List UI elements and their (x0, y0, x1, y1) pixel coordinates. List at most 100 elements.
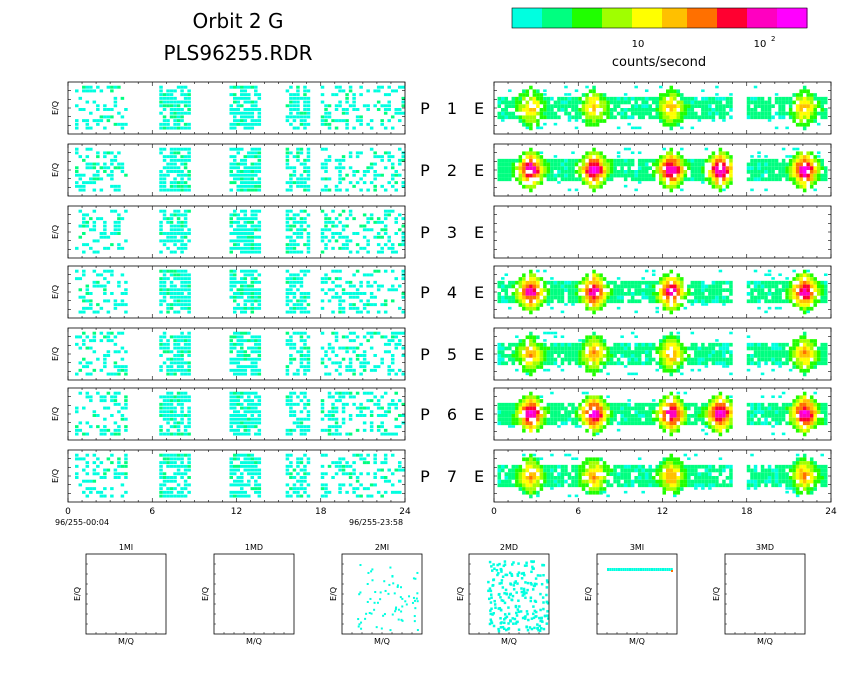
p-heat-cell (250, 421, 255, 425)
p-heat-cell (306, 417, 311, 421)
e-heat-cell (637, 280, 642, 285)
row-label-number: 2 (447, 161, 457, 180)
p-heat-cell (303, 346, 307, 350)
p-heat-cell (173, 147, 177, 151)
p-heat-cell (345, 188, 349, 192)
p-heat-cell (229, 155, 233, 159)
p-heat-cell (299, 468, 304, 472)
p-heat-cell (113, 402, 118, 406)
p-heat-cell (331, 220, 335, 224)
e-heat-cell (690, 162, 695, 167)
p-heat-cell (341, 224, 346, 228)
p-heat-cell (99, 432, 104, 436)
p-heat-cell (362, 224, 367, 228)
p-heat-cell (303, 417, 307, 421)
e-heat-cell (820, 104, 824, 108)
p-heat-cell (159, 494, 163, 498)
p-heat-cell (257, 457, 262, 461)
e-heat-cell (637, 111, 642, 116)
colorbar-swatch (642, 8, 648, 28)
p-heat-cell (257, 299, 262, 303)
p-heat-cell (341, 464, 346, 468)
p-heat-cell (250, 104, 255, 108)
p-heat-cell (183, 85, 188, 89)
e-heat-cell (588, 292, 593, 296)
e-heat-cell (795, 184, 800, 189)
p-heat-cell (257, 357, 262, 361)
e-heat-cell (711, 158, 716, 163)
e-heat-cell (655, 162, 659, 167)
p-heat-cell (324, 228, 328, 232)
p-heat-cell (373, 235, 377, 239)
p-heat-cell (85, 335, 90, 339)
p-heat-cell (387, 213, 391, 217)
e-heat-cell (539, 93, 544, 97)
p-heat-cell (376, 250, 381, 254)
p-heat-cell (387, 402, 391, 406)
p-heat-cell (303, 357, 307, 361)
p-heat-cell (75, 457, 79, 461)
p-heat-cell (390, 357, 395, 361)
e-heat-cell (774, 173, 779, 178)
p-heat-cell (327, 414, 332, 417)
p-heat-cell (113, 209, 118, 213)
p-heat-cell (169, 158, 174, 162)
e-heat-cell (715, 93, 719, 96)
p-heat-cell (103, 269, 107, 273)
p-heat-cell (159, 93, 163, 97)
p-heat-cell (303, 306, 307, 310)
p-heat-cell (247, 217, 251, 221)
e-heat-cell (806, 173, 810, 178)
e-heat-cell (662, 93, 667, 97)
p-heat-cell (78, 177, 83, 181)
e-heat-cell (788, 170, 793, 174)
p-heat-cell (366, 228, 370, 232)
p-heat-cell (232, 417, 237, 421)
e-heat-cell (666, 155, 670, 159)
p-heat-cell (166, 220, 170, 224)
p-heat-cell (306, 483, 311, 487)
e-heat-cell (823, 111, 828, 116)
p-heat-cell (240, 391, 244, 395)
p-heat-cell (78, 155, 83, 159)
p-heat-cell (320, 487, 325, 491)
p-heat-cell (390, 490, 395, 494)
p-heat-cell (247, 232, 251, 235)
p-heat-cell (341, 166, 346, 170)
p-heat-cell (334, 432, 339, 436)
e-heat-cell (687, 288, 691, 292)
e-heat-cell (680, 295, 684, 300)
p-heat-cell (299, 277, 304, 281)
row-label-e: E (474, 223, 484, 242)
p-heat-cell (348, 483, 353, 487)
p-heat-cell (92, 100, 97, 104)
e-heat-cell (616, 104, 621, 108)
e-heat-cell (792, 170, 796, 174)
p-heat-cell (180, 292, 184, 295)
p-heat-cell (327, 239, 332, 243)
e-heat-cell (673, 181, 677, 185)
p-heat-cell (299, 181, 304, 185)
p-heat-cell (254, 213, 258, 217)
p-heat-cell (169, 425, 174, 429)
p-heat-cell (334, 93, 339, 97)
p-heat-cell (243, 188, 248, 192)
e-heat-cell (595, 119, 600, 123)
p-heat-cell (331, 269, 335, 273)
e-heat-cell (532, 170, 537, 174)
e-heat-cell (511, 284, 516, 289)
e-heat-cell (764, 166, 768, 170)
e-heat-cell (644, 104, 649, 108)
p-heat-cell (397, 147, 402, 151)
e-heat-cell (529, 158, 533, 163)
p-heat-cell (306, 170, 311, 173)
p-heat-cell (103, 428, 107, 432)
p-heat-cell (299, 476, 304, 479)
p-heat-cell (289, 494, 293, 498)
p-heat-cell (162, 457, 167, 461)
p-heat-cell (250, 246, 255, 250)
p-heat-cell (85, 220, 90, 224)
p-heat-cell (299, 361, 304, 365)
p-heat-cell (334, 277, 339, 281)
e-heat-cell (536, 269, 540, 273)
